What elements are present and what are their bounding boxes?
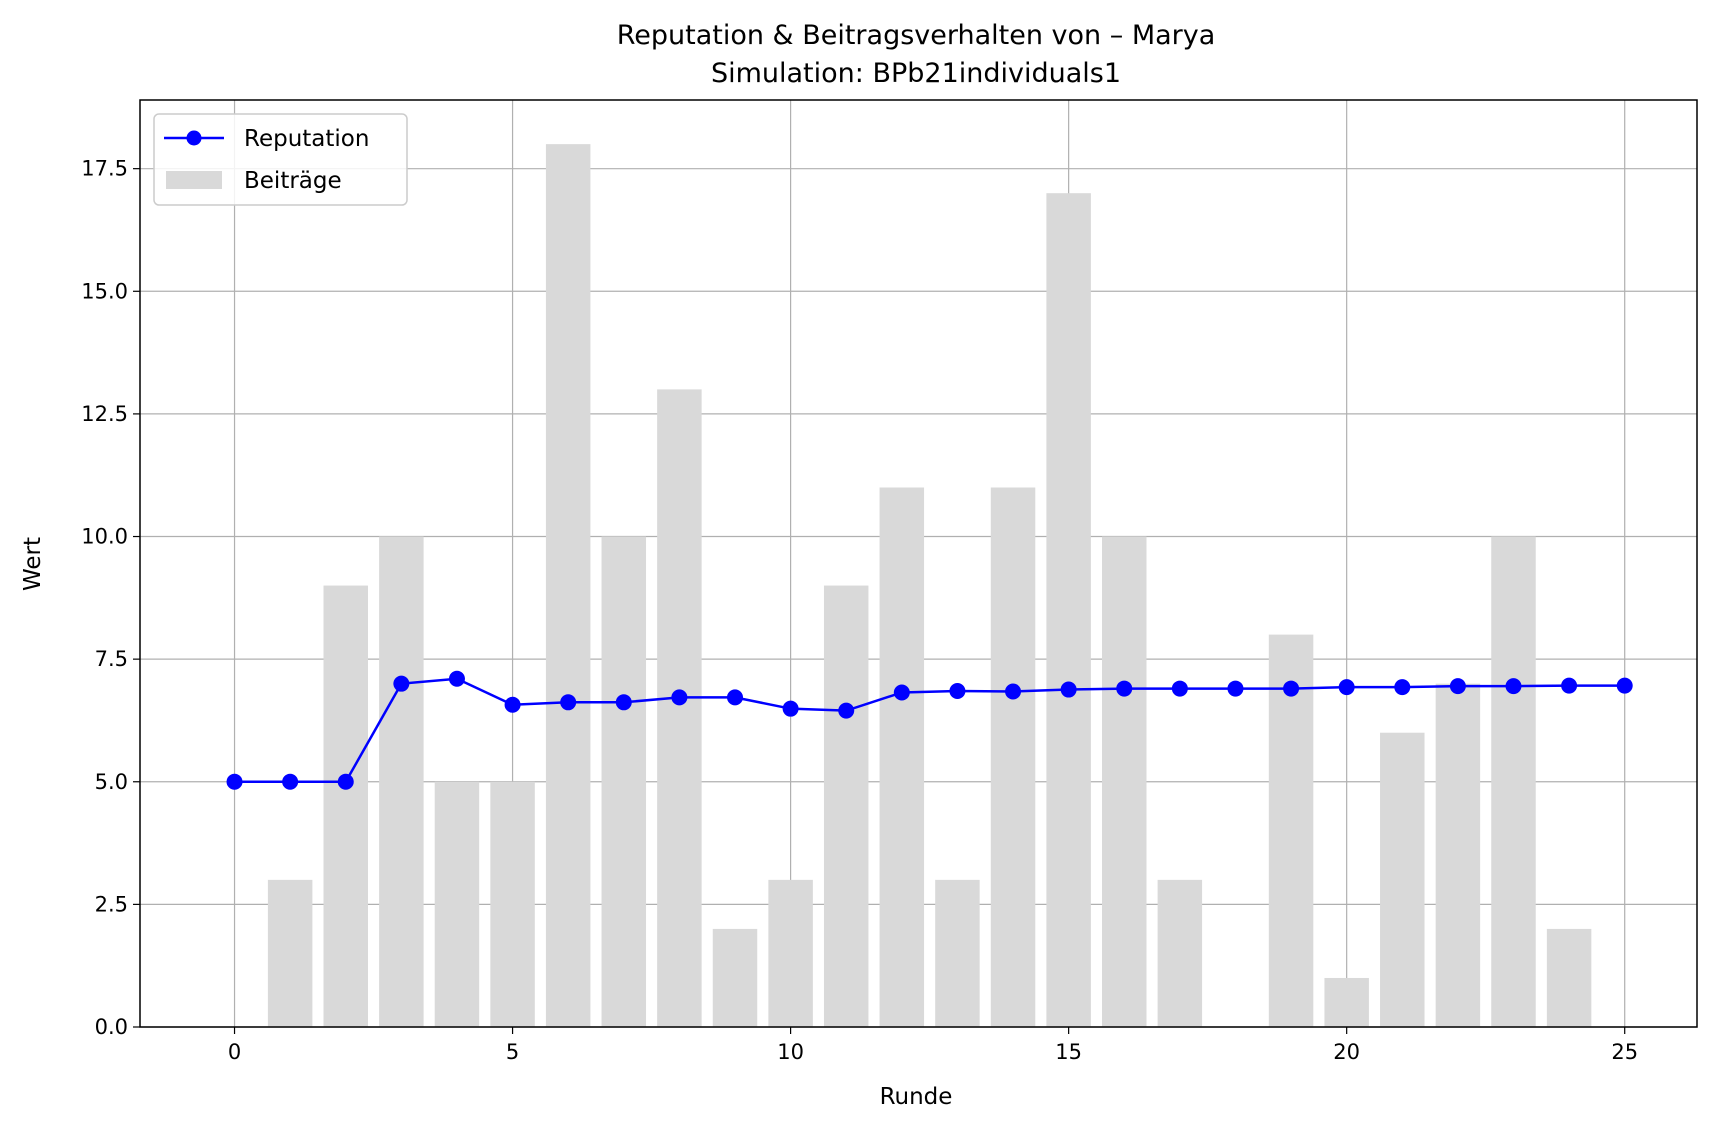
y-tick-label: 2.5 — [95, 892, 128, 916]
legend-marker-swatch — [186, 130, 202, 146]
bar — [657, 389, 702, 1027]
legend-bar-swatch — [166, 171, 222, 189]
x-tick-label: 15 — [1055, 1040, 1082, 1064]
reputation-point — [671, 689, 688, 706]
reputation-point — [1338, 679, 1355, 696]
reputation-point — [838, 702, 855, 719]
reputation-point — [1283, 680, 1300, 697]
bar — [1102, 536, 1147, 1027]
reputation-line — [234, 677, 1625, 784]
x-tick-label: 5 — [506, 1040, 519, 1064]
reputation-point — [448, 670, 465, 687]
reputation-point — [393, 675, 410, 692]
bar — [879, 487, 925, 1027]
reputation-point — [337, 773, 354, 790]
bar — [823, 585, 869, 1027]
y-tick-label: 15.0 — [81, 279, 128, 303]
plot-frame — [139, 99, 1698, 1028]
reputation-point — [1561, 677, 1578, 694]
reputation-point — [1171, 680, 1188, 697]
bar — [1268, 634, 1314, 1027]
bar — [545, 144, 591, 1028]
y-axis-label: Wert — [20, 537, 46, 591]
reputation-point — [282, 773, 299, 790]
reputation-point — [1060, 681, 1077, 698]
bar — [712, 928, 758, 1027]
axis-ticks: 0 5 10 15 20 25 0.0 2.5 5.0 7.5 10.0 12.5 15.0 17.5 — [81, 157, 1638, 1064]
reputation-point — [893, 684, 910, 701]
y-tick-label: 12.5 — [81, 402, 128, 426]
x-tick-label: 25 — [1611, 1040, 1638, 1064]
reputation-point — [1227, 680, 1244, 697]
reputation-point — [504, 696, 521, 713]
reputation-point — [1005, 683, 1022, 700]
x-tick-label: 0 — [228, 1040, 241, 1064]
reputation-point — [1116, 680, 1133, 697]
y-tick-label: 5.0 — [95, 770, 128, 794]
line-series-reputation — [226, 670, 1633, 790]
reputation-point — [726, 689, 743, 706]
bar — [768, 879, 813, 1027]
bar — [1324, 977, 1369, 1027]
reputation-point — [615, 694, 632, 711]
bar — [1157, 879, 1203, 1027]
x-axis-label: Runde — [880, 1084, 953, 1110]
reputation-point — [782, 700, 799, 717]
reputation-point — [949, 683, 966, 700]
x-tick-label: 10 — [777, 1040, 804, 1064]
legend: Reputation Beiträge — [153, 113, 408, 206]
bar — [323, 585, 368, 1027]
x-tick-label: 20 — [1333, 1040, 1360, 1064]
bar — [1046, 193, 1091, 1027]
y-tick-label: 10.0 — [81, 525, 128, 549]
chart-subtitle: Simulation: BPb21individuals1 — [711, 58, 1121, 89]
bar — [1546, 928, 1592, 1027]
bar — [1491, 536, 1536, 1027]
bar — [434, 781, 480, 1027]
y-tick-label: 0.0 — [95, 1015, 128, 1039]
bar — [990, 487, 1036, 1027]
y-tick-label: 17.5 — [81, 157, 128, 181]
reputation-point — [1616, 677, 1633, 694]
bar — [1380, 732, 1425, 1027]
reputation-point — [1449, 678, 1466, 695]
bar — [601, 536, 647, 1027]
bar-series-beitraege — [267, 144, 1592, 1028]
reputation-point — [1505, 678, 1522, 695]
reputation-point — [226, 773, 243, 790]
chart-title: Reputation & Beitragsverhalten von – Mar… — [617, 20, 1216, 51]
bar — [935, 879, 980, 1027]
legend-label-beitraege: Beiträge — [244, 168, 342, 194]
bar — [1435, 683, 1481, 1027]
y-tick-label: 7.5 — [95, 647, 128, 671]
bar — [267, 879, 313, 1027]
bar — [379, 536, 424, 1027]
reputation-point — [1394, 679, 1411, 696]
reputation-point — [560, 694, 577, 711]
legend-label-reputation: Reputation — [244, 126, 369, 152]
bar — [490, 781, 535, 1027]
